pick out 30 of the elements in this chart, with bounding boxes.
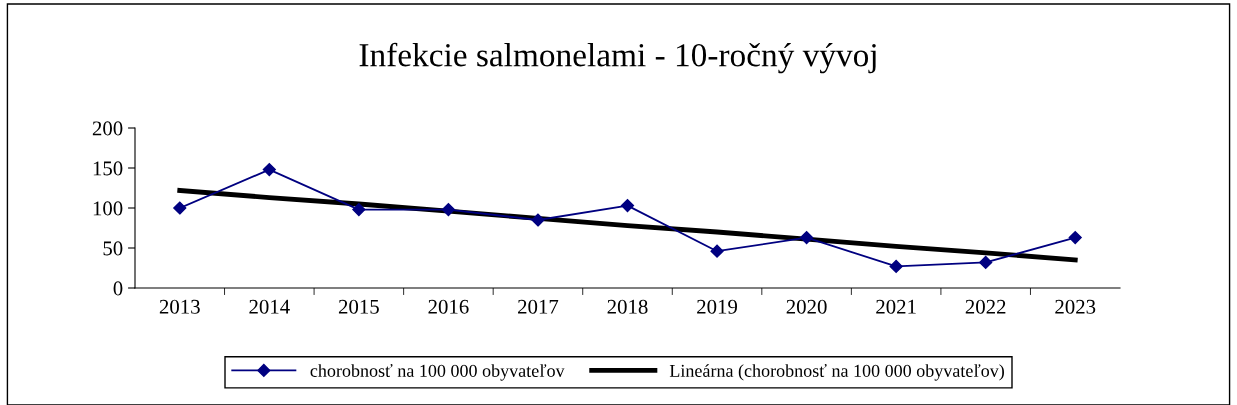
point bbox=[889, 259, 903, 273]
x-tick-label: 2021 bbox=[876, 299, 916, 314]
y-tick-label: 150 bbox=[93, 161, 123, 176]
x-tick-label: 2018 bbox=[607, 299, 648, 314]
point bbox=[979, 255, 993, 269]
x-tick-label: 2014 bbox=[249, 299, 290, 314]
point bbox=[262, 163, 276, 177]
legend-label: chorobnosť na 100 000 obyvateľov bbox=[310, 364, 565, 381]
legend-label: Lineárna (chorobnosť na 100 000 obyvateľov) bbox=[669, 364, 1004, 381]
x-tick-label: 2013 bbox=[159, 299, 200, 314]
x-tick-label: 2023 bbox=[1055, 299, 1096, 314]
y-tick-label: 100 bbox=[93, 201, 123, 216]
point bbox=[620, 199, 635, 213]
x-tick-label: 2016 bbox=[428, 299, 469, 314]
y-tick-label: 50 bbox=[103, 241, 123, 256]
point bbox=[800, 231, 814, 245]
x-tick-label: 2020 bbox=[786, 299, 827, 314]
chart-title: Infekcie salmonelami - 10-ročný vývoj bbox=[359, 42, 876, 74]
x-tick-label: 2015 bbox=[338, 299, 379, 314]
point bbox=[441, 203, 455, 217]
point bbox=[1068, 231, 1082, 245]
y-tick-label: 200 bbox=[92, 121, 123, 136]
x-tick-label: 2017 bbox=[518, 299, 559, 314]
point bbox=[710, 244, 724, 258]
point bbox=[531, 213, 545, 227]
x-tick-label: 2022 bbox=[965, 299, 1006, 314]
x-tick-label: 2019 bbox=[697, 299, 738, 314]
y-tick-label: 0 bbox=[113, 281, 123, 296]
point bbox=[352, 203, 366, 217]
point bbox=[173, 201, 187, 215]
